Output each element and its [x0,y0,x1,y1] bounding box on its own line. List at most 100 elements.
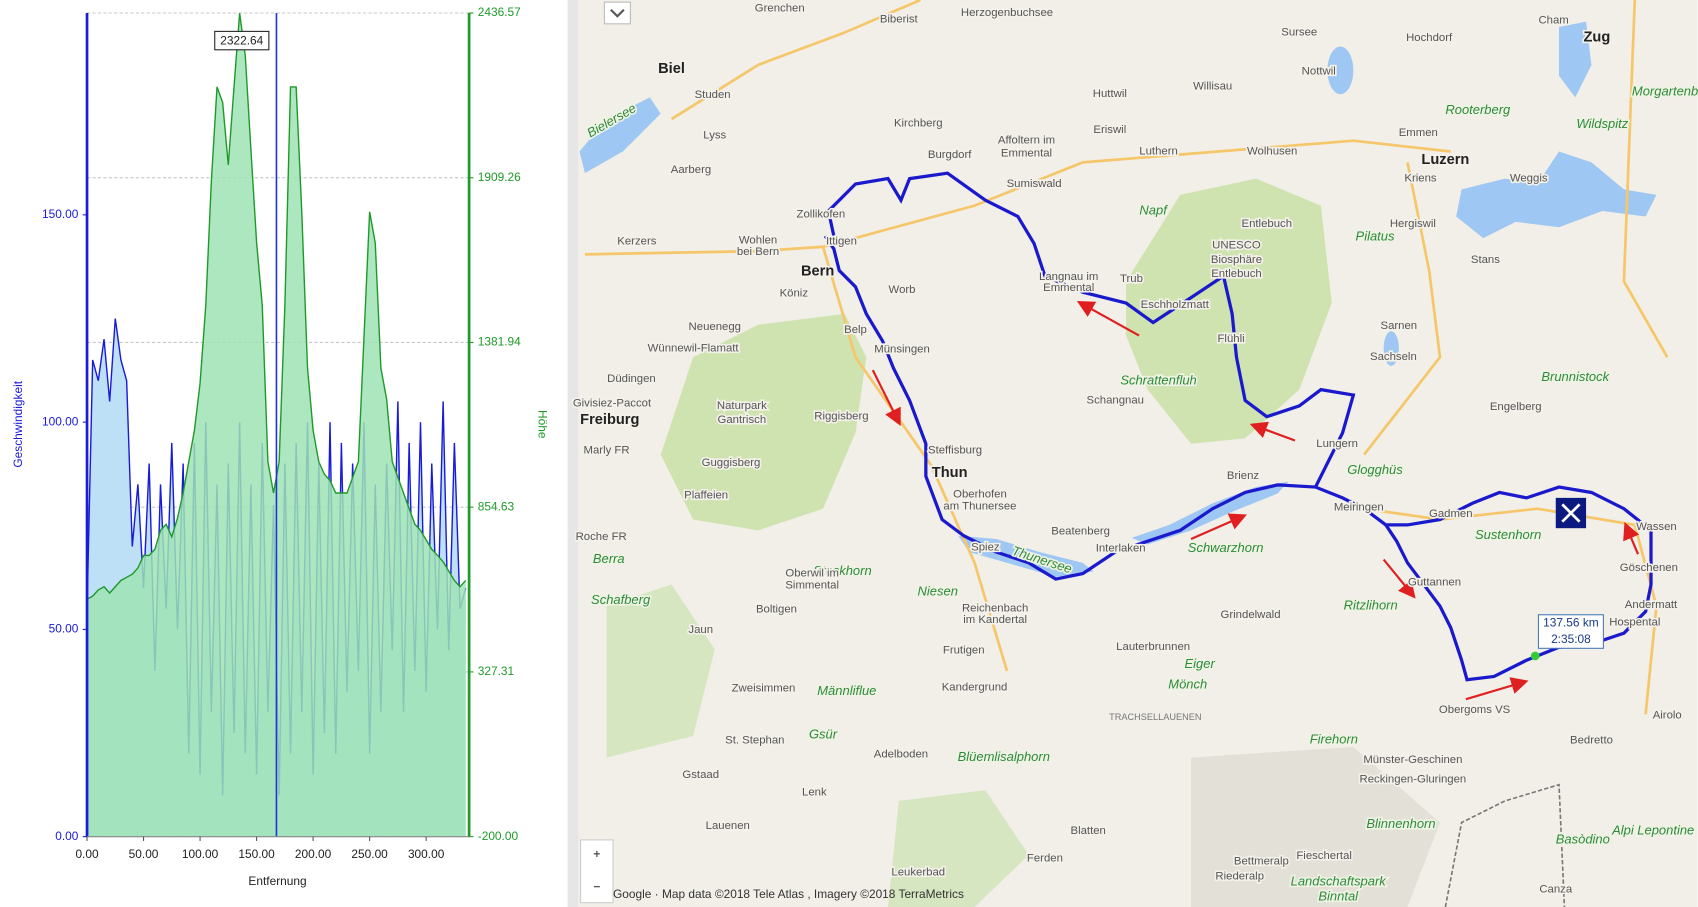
place-label: Nottwil [1302,65,1336,77]
place-label: Morgartenb [1632,83,1698,98]
info-distance: 137.56 km [1543,616,1599,630]
place-label: Givisiez-Paccot [573,398,652,410]
place-label: Niesen [918,583,958,598]
place-label: Gstaad [682,769,719,781]
map[interactable]: Grenchen Biberist Herzogenbuchsee Sursee Hoc… [571,0,1698,907]
place-label: Simmental [785,580,839,592]
place-label: Hergiswil [1390,218,1436,230]
lake [1559,21,1592,98]
place-label: Frutigen [943,644,985,656]
place-label: Kirchberg [894,117,943,129]
annotation: 2322.64 [220,33,263,47]
place-label: Huttwil [1093,88,1127,100]
lake [1131,481,1289,545]
place-label: Weggis [1510,173,1548,185]
zoom-control[interactable] [580,839,614,904]
place-label: Brunnistock [1541,369,1610,384]
place-label: Cham [1538,15,1568,27]
place-label: Männliflue [817,683,876,698]
place-label: Wassen [1636,521,1677,533]
place-label: Meiringen [1334,502,1384,514]
collapse-button[interactable] [603,1,631,25]
y2-tick-label: 1381.94 [478,335,521,349]
map-attribution: Google · Map data ©2018 Tele Atlas , Ima… [613,887,964,901]
x-axis-label: Entfernung [248,874,306,888]
place-label: Belp [844,324,867,336]
finish-icon [1561,503,1581,523]
place-label: Sumiswald [1007,178,1062,190]
lake [1456,151,1657,239]
place-label: Kerzers [617,235,656,247]
profile-chart: 0.00 50.00 100.00 150.00 -200.00 327.31 854.63… [0,0,579,907]
place-label: Schwarzhorn [1188,540,1264,555]
place-label: Pilatus [1356,228,1395,243]
place-label: Thun [932,465,968,481]
place-label: Oberhofen [953,489,1007,501]
place-label: Interlaken [1096,543,1146,555]
place-label: am Thunersee [943,501,1016,513]
place-label: Lungern [1316,438,1358,450]
place-label: Zollikofen [797,208,846,220]
place-label: Herzogenbuchsee [961,7,1053,19]
place-label: UNESCO [1212,240,1261,252]
place-label: Airolo [1653,709,1682,721]
zoom-in[interactable]: + [593,847,600,861]
place-label: Riggisberg [814,411,868,423]
place-label: Neuenegg [689,321,741,333]
place-label: Jaun [688,624,713,636]
lake [958,535,1094,577]
place-label: Lenk [802,786,827,798]
place-label: Binntal [1318,889,1359,904]
place-label: Entlebuch [1211,268,1262,280]
place-label: Ittigen [826,235,857,247]
lake [579,97,661,174]
place-label: Berra [593,551,625,566]
direction-arrows [871,300,1640,701]
park-entlebuch [1126,178,1332,444]
place-label: Riederalp [1215,871,1264,883]
terrain [1191,746,1440,907]
place-label: Eiger [1185,656,1216,671]
y2-tick-label: 327.31 [478,664,515,678]
place-label: Biberist [880,13,919,25]
place-label: Sustenhorn [1475,527,1541,542]
route [823,235,1653,682]
place-label: Wünnewil-Flamatt [648,343,740,355]
place-label: Sachseln [1370,351,1417,363]
lake [1327,46,1354,95]
place-label: Mönch [1168,677,1207,692]
place-label: Reckingen-Gluringen [1360,773,1467,785]
splitter[interactable] [567,0,579,907]
place-label: Engelberg [1490,401,1542,413]
place-label: St. Stephan [725,734,784,746]
place-label: Gsür [809,726,838,741]
place-label: Canza [1539,884,1573,896]
terrain [887,790,1029,907]
terrain [606,584,715,758]
place-label: Emmental [1001,148,1052,160]
park-gantrisch [660,313,867,531]
x-tick-label: 50.00 [129,847,159,861]
place-label: Göschenen [1620,562,1678,574]
place-label: Köniz [780,287,809,299]
place-label: Kriens [1404,173,1437,185]
place-label: Luthern [1139,146,1178,158]
y-tick-label: 50.00 [49,622,79,636]
zoom-out[interactable]: − [593,880,600,894]
place-label: Reichenbach [962,602,1028,614]
x-tick-label: 200.00 [295,847,332,861]
place-label: Gantrisch [718,414,767,426]
place-label: Napf [1139,202,1168,217]
place-label: Grenchen [755,3,805,15]
place-label: Firehorn [1310,732,1358,747]
place-label: Wolhusen [1247,146,1297,158]
x-tick-label: 150.00 [238,847,275,861]
position-marker [1530,651,1540,661]
place-label: bei Bern [737,246,779,258]
info-box [1537,614,1604,649]
place-label: Blatten [1071,825,1106,837]
place-label: Münster-Geschinen [1363,754,1462,766]
place-label: Bedretto [1570,734,1613,746]
x-tick-label: 300.00 [408,847,445,861]
